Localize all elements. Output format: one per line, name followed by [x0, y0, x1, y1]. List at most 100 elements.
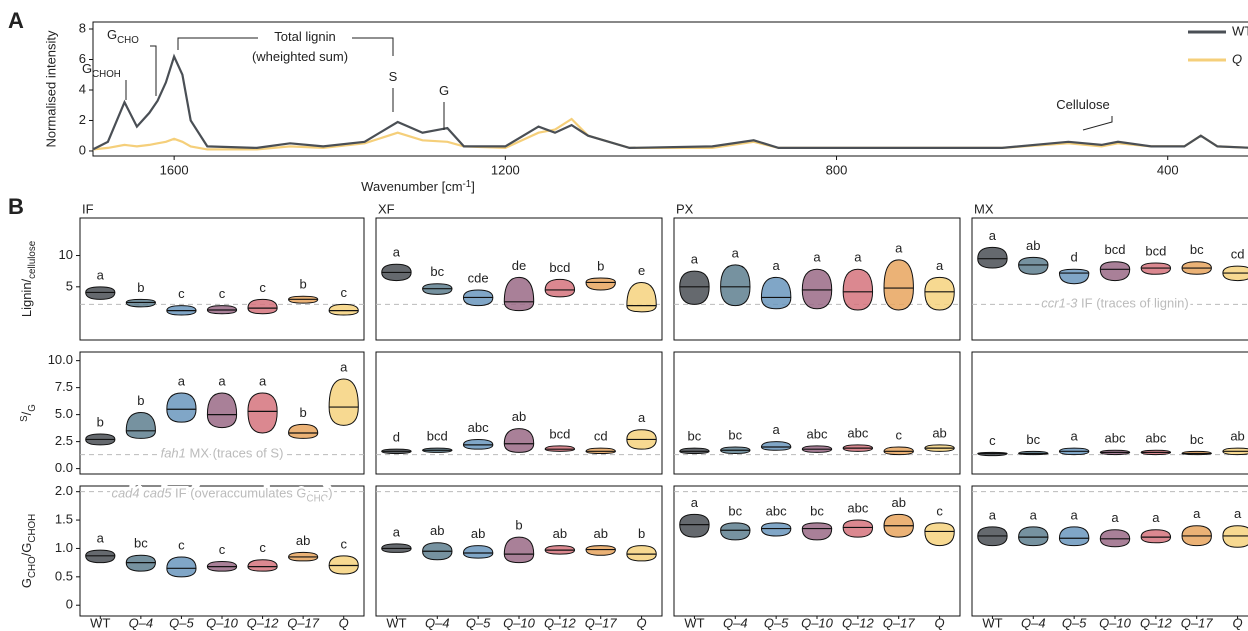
violin [1099, 261, 1131, 282]
violin [760, 441, 792, 451]
significance-letter: abc [847, 500, 868, 515]
significance-letter: a [936, 258, 944, 273]
significance-letter: a [97, 267, 105, 282]
column-title: PX [676, 201, 694, 216]
x-tick-label: Q–4 [1021, 615, 1046, 630]
violin [720, 264, 751, 307]
significance-letter: a [259, 373, 267, 388]
panel-frame [971, 351, 1248, 475]
significance-letter: b [137, 393, 144, 408]
significance-letter: ab [1230, 429, 1244, 444]
violin [544, 278, 576, 298]
significance-letter: ab [471, 526, 485, 541]
significance-letter: a [1030, 507, 1038, 522]
significance-letter: bcd [549, 260, 570, 275]
text-part: CHOH [27, 514, 38, 543]
significance-letter: a [732, 245, 740, 260]
significance-letter: c [178, 537, 185, 552]
violin [328, 378, 359, 426]
significance-letter: c [259, 540, 266, 555]
text-part: Cellulose [1056, 97, 1109, 112]
significance-letter: de [512, 258, 526, 273]
violin [125, 298, 156, 308]
y-axis-label: S/G [19, 404, 38, 422]
significance-letter: ab [430, 523, 444, 538]
significance-letter: c [340, 536, 347, 551]
x-tick-label: Q–10 [206, 615, 239, 630]
annotation-leader [150, 45, 157, 96]
y-tick-label: 2.5 [55, 433, 73, 448]
significance-letter: a [1234, 506, 1242, 521]
y-axis-label: Normalised intensity [43, 30, 58, 148]
significance-letter: abc [468, 420, 489, 435]
y-tick-label: 6 [79, 51, 86, 66]
annotation: GCHOH [82, 61, 121, 79]
significance-letter: a [393, 524, 401, 539]
y-tick-label: 2 [79, 112, 86, 127]
significance-letter: c [178, 286, 185, 301]
x-tick-label: Q–10 [801, 615, 834, 630]
text-part: MX (traces of S) [186, 446, 284, 461]
text-part: -1 [463, 179, 472, 190]
x-tick-label: 1600 [160, 162, 189, 177]
significance-letter: bc [430, 264, 444, 279]
significance-letter: d [393, 430, 400, 445]
y-tick-label: 5.0 [55, 406, 73, 421]
text-part: ] [471, 179, 475, 194]
violin [626, 281, 657, 313]
column-title: MX [974, 201, 994, 216]
column-title: XF [378, 201, 395, 216]
significance-letter: bc [1190, 432, 1204, 447]
column-title: IF [82, 201, 94, 216]
annotation-leader [1082, 116, 1113, 131]
significance-letter: cd [594, 429, 608, 444]
text-part: G [19, 578, 34, 588]
violin [679, 270, 710, 305]
text-part: G [27, 404, 38, 412]
violin [883, 259, 914, 311]
violin [679, 513, 710, 538]
legend-label: WT [1232, 23, 1248, 38]
annotation: GCHO [107, 27, 139, 45]
significance-letter: bcd [1105, 242, 1126, 257]
text-part: (wheighted sum) [252, 49, 348, 64]
violin [801, 522, 833, 541]
significance-letter: b [597, 258, 604, 273]
significance-letter: b [137, 280, 144, 295]
significance-letter: ab [891, 495, 905, 510]
significance-letter: e [638, 263, 645, 278]
significance-letter: a [1193, 506, 1201, 521]
violin [760, 522, 792, 537]
significance-letter: a [773, 422, 781, 437]
significance-letter: ab [932, 425, 946, 440]
significance-letter: a [773, 258, 781, 273]
annotation: Cellulose [1056, 97, 1109, 112]
significance-letter: bc [1190, 242, 1204, 257]
significance-letter: abc [766, 503, 787, 518]
significance-letter: b [300, 405, 307, 420]
text-part: CHO [27, 556, 38, 578]
x-tick-label: Q–4 [723, 615, 748, 630]
x-tick-label: 800 [826, 162, 848, 177]
significance-letter: bc [728, 503, 742, 518]
text-part: S [389, 69, 398, 84]
significance-letter: bc [688, 429, 702, 444]
text-part: / [19, 411, 34, 415]
x-tick-label: WT [90, 615, 110, 630]
x-tick-label: Q–17 [585, 615, 618, 630]
significance-letter: a [340, 359, 348, 374]
violin [1058, 526, 1090, 547]
y-tick-label: 10 [59, 247, 73, 262]
significance-letter: cd [1231, 247, 1245, 262]
significance-letter: a [638, 410, 646, 425]
violin [1140, 529, 1172, 544]
x-tick-label: Q–12 [1140, 615, 1173, 630]
x-tick-label: Q–4 [425, 615, 450, 630]
significance-letter: bc [810, 503, 824, 518]
x-tick-label: Q–10 [1099, 615, 1132, 630]
annotation: Total lignin [274, 29, 335, 44]
x-axis-label: Wavenumber [cm-1] [361, 179, 475, 195]
significance-letter: bc [1026, 432, 1040, 447]
text-part: ) [328, 486, 332, 501]
violin [503, 276, 535, 312]
